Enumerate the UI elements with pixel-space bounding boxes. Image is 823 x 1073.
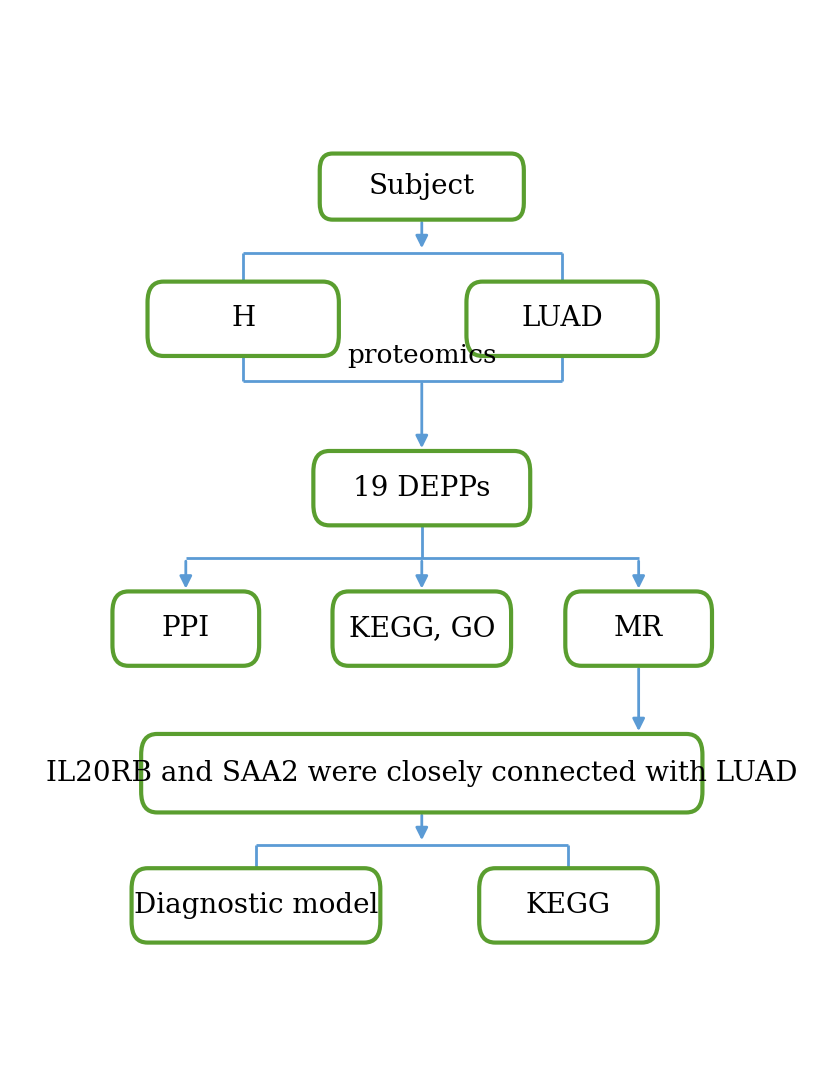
- Text: KEGG, GO: KEGG, GO: [349, 615, 495, 642]
- Text: IL20RB and SAA2 were closely connected with LUAD: IL20RB and SAA2 were closely connected w…: [46, 760, 797, 787]
- FancyBboxPatch shape: [565, 591, 712, 665]
- FancyBboxPatch shape: [479, 868, 658, 942]
- FancyBboxPatch shape: [142, 734, 703, 812]
- Text: KEGG: KEGG: [526, 892, 611, 918]
- Text: MR: MR: [614, 615, 663, 642]
- Text: H: H: [231, 306, 255, 333]
- FancyBboxPatch shape: [314, 451, 530, 526]
- Text: PPI: PPI: [162, 615, 210, 642]
- Text: Diagnostic model: Diagnostic model: [134, 892, 378, 918]
- FancyBboxPatch shape: [332, 591, 511, 665]
- Text: proteomics: proteomics: [347, 343, 496, 368]
- FancyBboxPatch shape: [319, 153, 523, 220]
- Text: Subject: Subject: [369, 173, 475, 200]
- FancyBboxPatch shape: [113, 591, 259, 665]
- FancyBboxPatch shape: [132, 868, 380, 942]
- Text: 19 DEPPs: 19 DEPPs: [353, 474, 491, 502]
- FancyBboxPatch shape: [467, 281, 658, 356]
- Text: LUAD: LUAD: [521, 306, 603, 333]
- FancyBboxPatch shape: [147, 281, 339, 356]
